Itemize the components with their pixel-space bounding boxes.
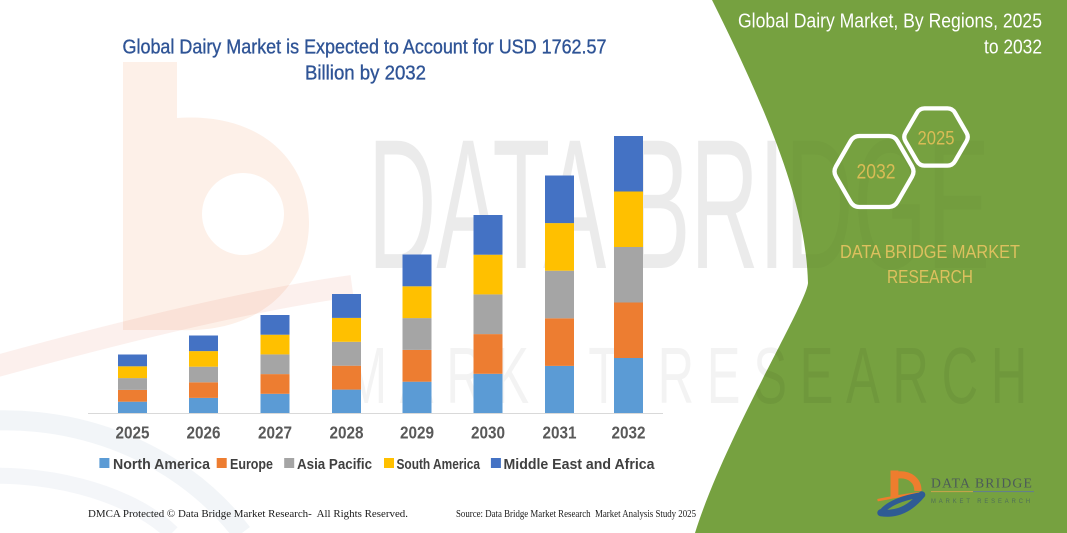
svg-text:MARKET RESEARCH: MARKET RESEARCH [931,499,1033,505]
svg-text:North America: North America [113,456,211,473]
svg-text:DMCA Protected © Data Bridge M: DMCA Protected © Data Bridge Market Rese… [88,508,408,520]
svg-text:Billion by 2032: Billion by 2032 [305,63,426,85]
svg-text:2025: 2025 [116,423,150,443]
svg-text:Global Dairy Market is Expecte: Global Dairy Market is Expected to Accou… [123,37,607,59]
svg-text:2025: 2025 [918,128,955,149]
svg-text:DATA BRIDGE MARKET: DATA BRIDGE MARKET [840,241,1020,262]
svg-text:2030: 2030 [471,423,505,443]
svg-text:2032: 2032 [857,160,896,183]
svg-text:2027: 2027 [258,423,292,443]
svg-text:Asia Pacific: Asia Pacific [297,456,372,473]
svg-text:Global Dairy Market, By Region: Global Dairy Market, By Regions, 2025 [738,11,1042,33]
svg-text:Middle East and Africa: Middle East and Africa [504,456,656,473]
svg-text:2028: 2028 [330,423,364,443]
svg-text:South America: South America [397,456,481,473]
svg-text:to 2032: to 2032 [984,37,1042,59]
svg-text:DATA BRIDGE: DATA BRIDGE [931,477,1033,492]
svg-text:2032: 2032 [612,423,646,443]
svg-text:2031: 2031 [543,423,577,443]
svg-text:2029: 2029 [400,423,434,443]
svg-text:RESEARCH: RESEARCH [887,266,973,287]
svg-text:Europe: Europe [230,456,273,473]
svg-text:2026: 2026 [187,423,221,443]
svg-text:Source: Data Bridge Market Res: Source: Data Bridge Market Research Mark… [456,508,696,520]
